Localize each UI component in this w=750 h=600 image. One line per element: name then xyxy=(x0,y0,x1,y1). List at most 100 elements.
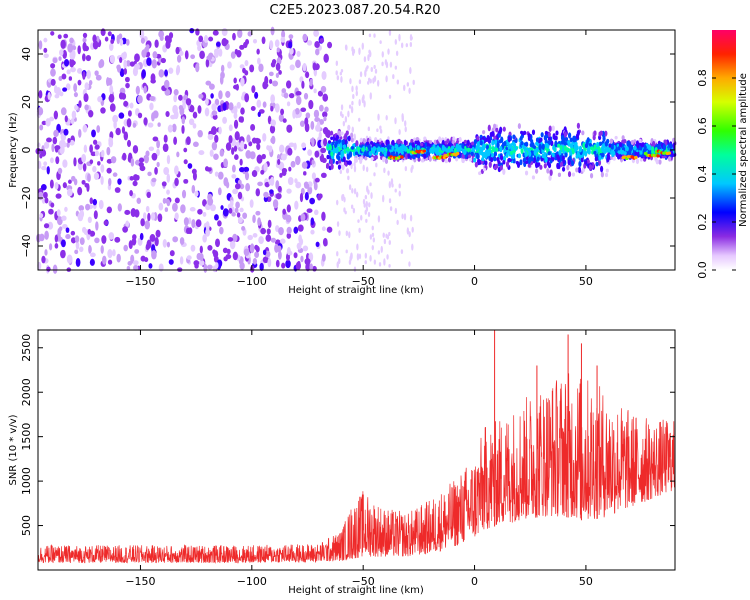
spectrogram-cell xyxy=(598,155,602,161)
spectrogram-cell xyxy=(385,75,388,83)
spectrogram-ytick-label: −40 xyxy=(20,234,33,257)
spectrogram-cell xyxy=(283,92,289,99)
spectrogram-cell xyxy=(515,160,519,165)
spectrogram-cell xyxy=(533,149,537,156)
spectrogram-cell xyxy=(482,167,487,172)
spectrogram-cell xyxy=(420,142,424,147)
spectrogram-cell xyxy=(335,140,339,145)
spectrogram-cell xyxy=(388,231,391,237)
spectrogram-cell xyxy=(363,56,367,63)
spectrogram-cell xyxy=(286,101,291,107)
spectrogram-cell xyxy=(623,151,627,156)
spectrogram-cell xyxy=(487,137,491,143)
spectrogram-cell xyxy=(132,145,139,154)
spectrogram-cell xyxy=(535,137,540,143)
spectrogram-cell xyxy=(379,129,383,134)
spectrogram-cell xyxy=(245,39,250,45)
spectrogram-cell xyxy=(243,248,250,257)
spectrogram-cell xyxy=(531,141,535,148)
spectrogram-cell xyxy=(279,238,286,244)
spectrogram-cell xyxy=(83,93,89,103)
spectrogram-cell xyxy=(215,41,221,47)
spectrogram-cell xyxy=(89,197,94,205)
spectrogram-cell xyxy=(408,87,411,94)
spectrogram-cell xyxy=(238,116,243,123)
spectrogram-cell xyxy=(44,197,49,204)
spectrogram-cell xyxy=(298,234,303,243)
spectrogram-cell xyxy=(610,150,614,155)
spectrogram-cell xyxy=(285,214,292,223)
spectrogram-cell xyxy=(157,122,161,127)
spectrogram-cell xyxy=(50,78,56,86)
spectrogram-cell xyxy=(119,56,123,64)
spectrogram-cell xyxy=(313,109,320,119)
spectrogram-cell xyxy=(262,133,267,142)
spectrogram-cell xyxy=(345,168,350,174)
spectrogram-cell xyxy=(206,264,213,270)
snr-x-label: Height of straight line (km) xyxy=(288,585,424,596)
spectrogram-cell xyxy=(307,149,313,156)
spectrogram-cell xyxy=(482,143,486,150)
spectrogram-cell xyxy=(651,146,655,152)
spectrogram-cell xyxy=(578,145,583,153)
spectrogram-cell xyxy=(380,146,385,152)
spectrogram-cell xyxy=(179,237,185,245)
spectrogram-cell xyxy=(269,40,274,50)
spectrogram-cell xyxy=(388,198,392,204)
spectrogram-cell xyxy=(254,244,259,250)
spectrogram-cell xyxy=(557,143,561,148)
spectrogram-cell xyxy=(373,75,377,82)
spectrogram-cell xyxy=(156,139,161,149)
spectrogram-cell xyxy=(327,41,333,49)
spectrogram-cell xyxy=(281,262,286,269)
spectrogram-cell xyxy=(132,180,138,187)
spectrogram-cell xyxy=(286,124,293,133)
spectrogram-cell xyxy=(561,135,565,141)
spectrogram-cell xyxy=(416,153,421,159)
spectrogram-cell xyxy=(530,146,534,151)
spectrogram-cell xyxy=(81,226,87,233)
spectrogram-cell xyxy=(361,147,365,152)
spectrogram-cell xyxy=(339,169,343,175)
spectrogram-cell xyxy=(481,152,486,159)
spectrogram-cell xyxy=(578,160,582,167)
spectrogram-cell xyxy=(265,234,272,242)
spectrogram-cell xyxy=(552,133,556,140)
spectrogram-cell xyxy=(598,141,602,147)
spectrogram-cell xyxy=(258,236,264,245)
spectrogram-cell xyxy=(46,266,51,272)
spectrogram-cell xyxy=(76,67,83,74)
spectrogram-cell xyxy=(181,189,187,199)
spectrogram-cell xyxy=(429,148,433,154)
spectrogram-cell xyxy=(547,132,551,138)
spectrogram-cell xyxy=(92,139,98,145)
spectrogram-cell xyxy=(544,130,549,136)
spectrogram-cell xyxy=(112,172,118,177)
spectrogram-cell xyxy=(455,143,459,151)
spectrogram-cell xyxy=(261,36,266,45)
spectrogram-cell xyxy=(231,212,236,217)
spectrogram-cell xyxy=(54,243,59,249)
spectrogram-cell xyxy=(260,169,265,175)
spectrogram-cell xyxy=(77,45,81,55)
spectrogram-cell xyxy=(123,244,128,252)
spectrogram-cell xyxy=(461,143,465,149)
spectrogram-cell xyxy=(400,42,404,49)
spectrogram-cell xyxy=(267,115,272,125)
spectrogram-cell xyxy=(175,66,180,76)
spectrogram-cell xyxy=(621,146,626,151)
spectrogram-cell xyxy=(96,125,101,133)
spectrogram-cell xyxy=(543,134,548,141)
spectrogram-cell xyxy=(592,134,596,141)
spectrogram-cell xyxy=(254,251,260,258)
spectrogram-cell xyxy=(329,130,334,136)
spectrogram-cell xyxy=(655,159,659,165)
spectrogram-cell xyxy=(388,94,392,99)
spectrogram-cell xyxy=(88,244,92,254)
spectrogram-cell xyxy=(118,92,124,100)
spectrogram-cell xyxy=(250,243,255,251)
spectrogram-cell xyxy=(84,182,89,188)
spectrogram-cell xyxy=(163,134,168,143)
spectrogram-cell xyxy=(484,160,488,166)
